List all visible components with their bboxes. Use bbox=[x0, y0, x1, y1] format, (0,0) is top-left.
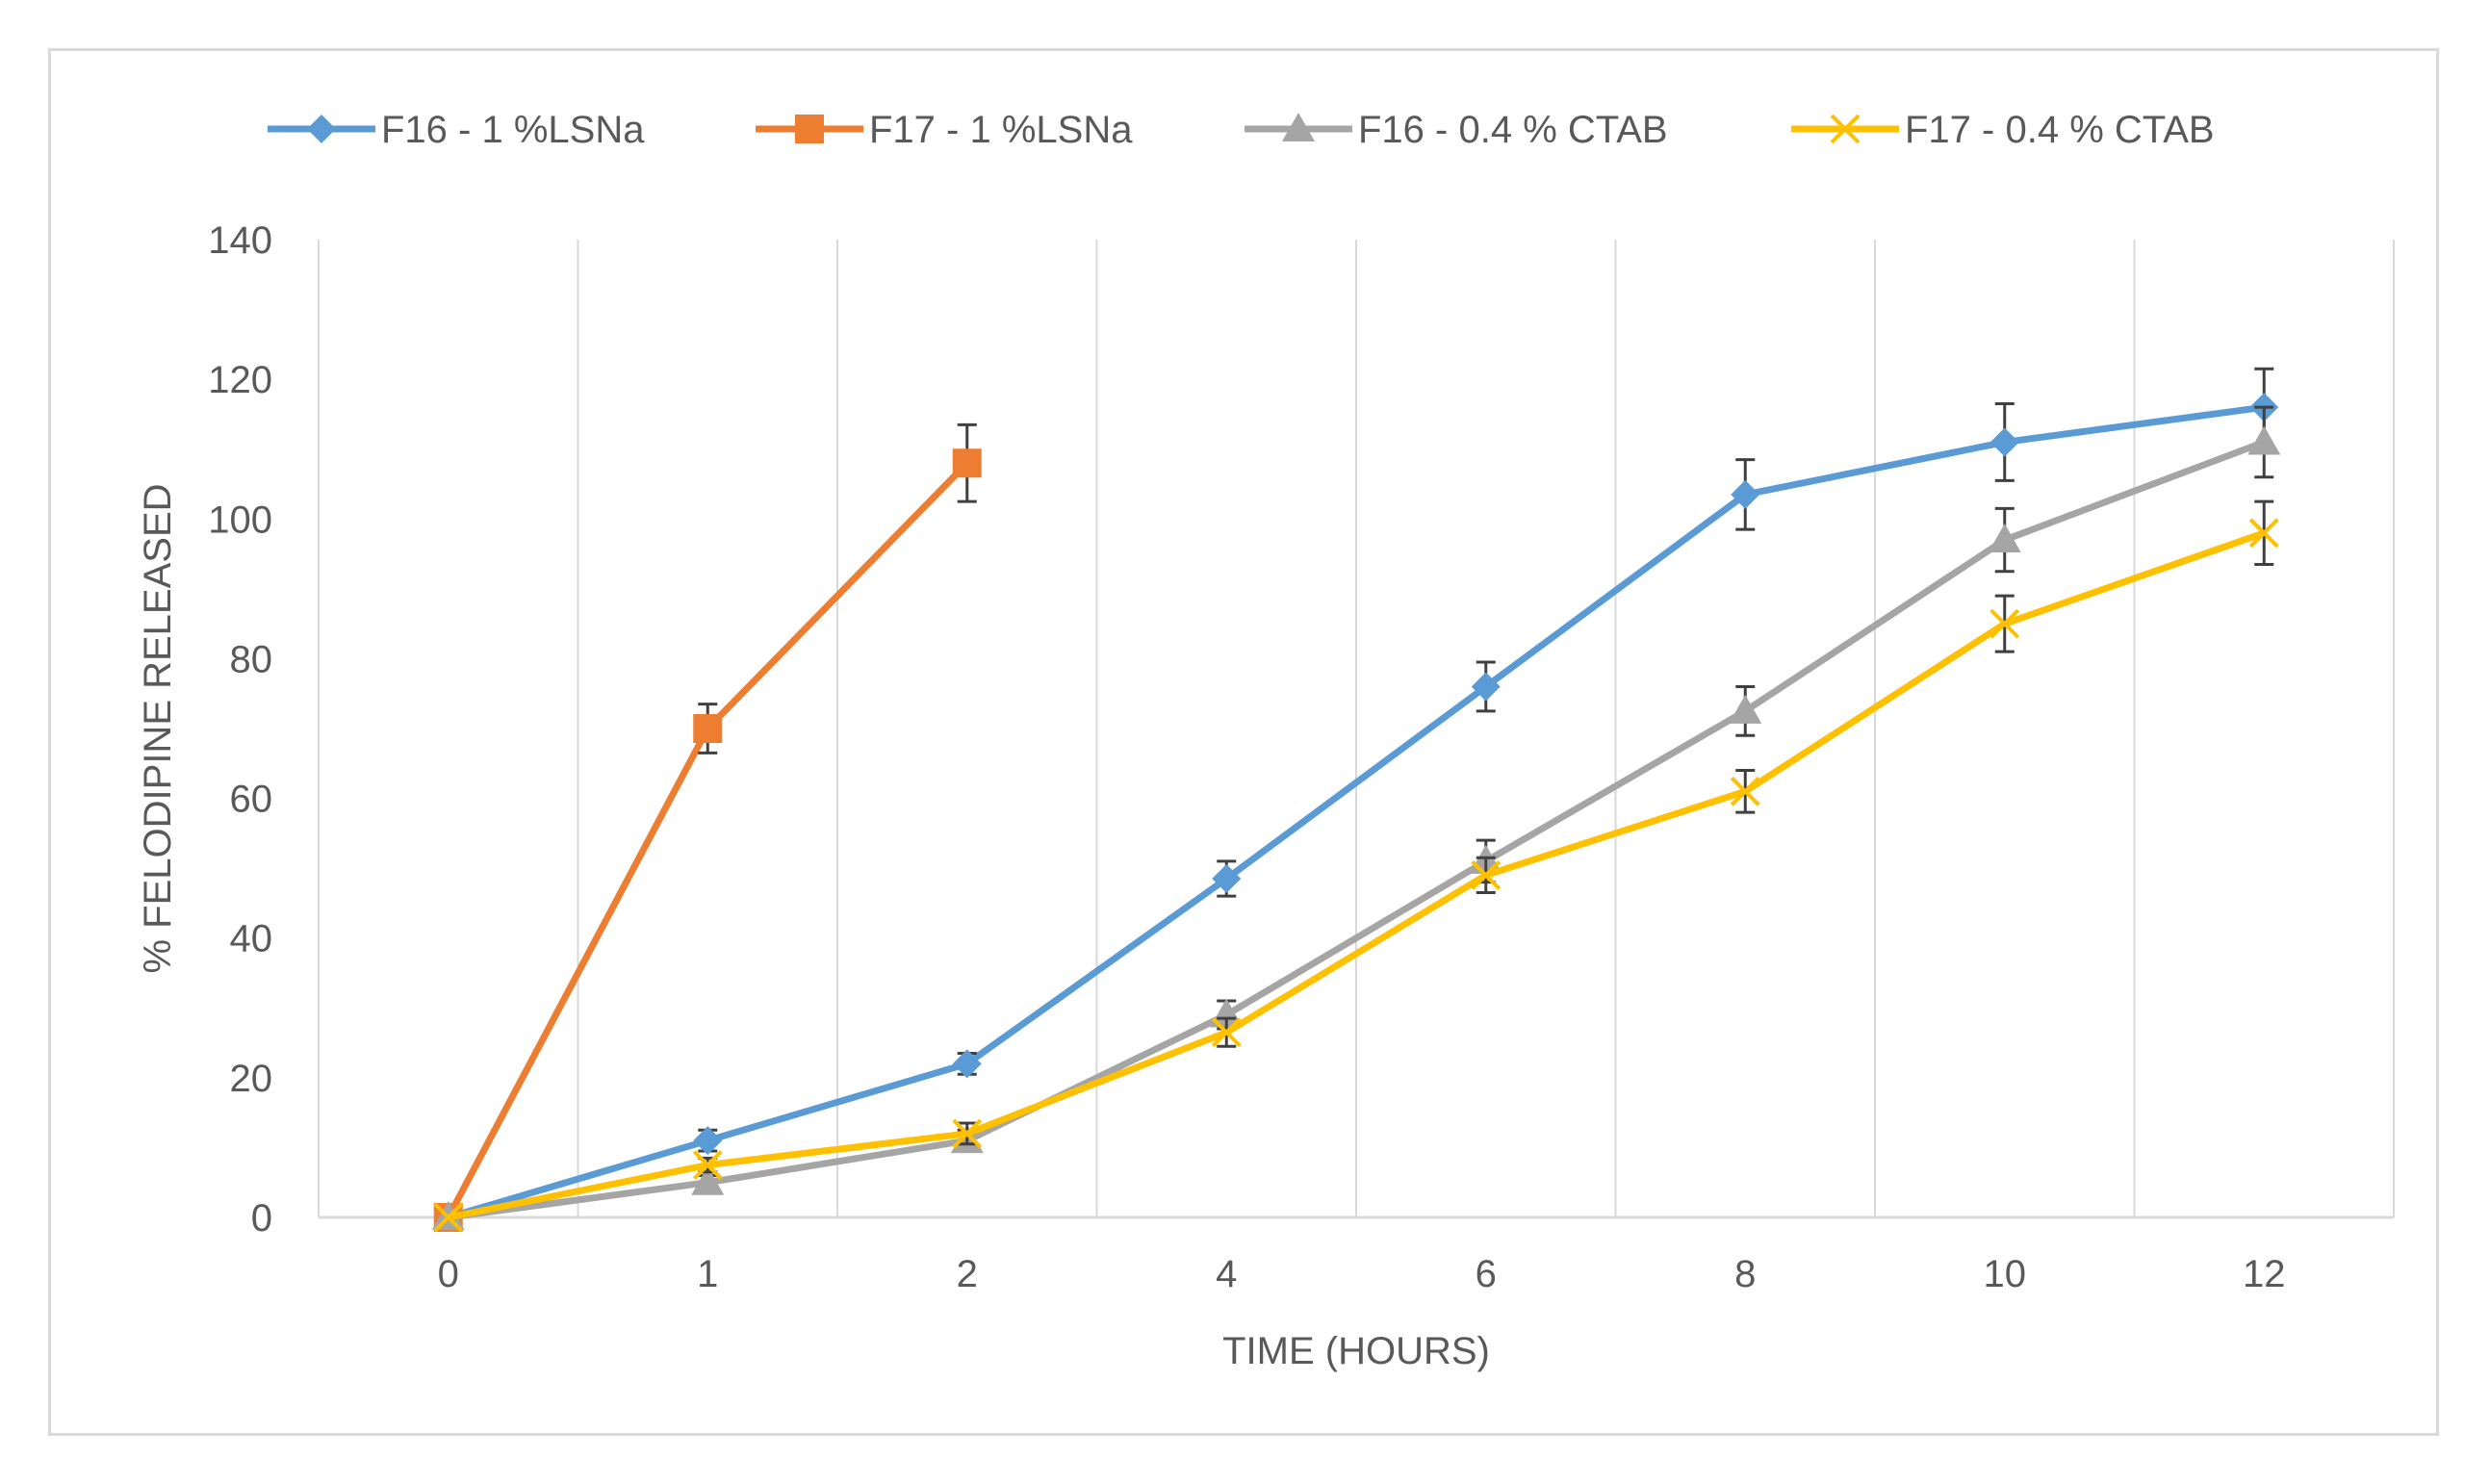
data-point-triangle bbox=[1988, 524, 2021, 553]
data-point-triangle bbox=[2247, 425, 2281, 455]
data-point-x-stroke bbox=[1471, 859, 1502, 890]
y-axis-title: % FELODIPINE RELEASED bbox=[137, 483, 179, 973]
series-2 bbox=[433, 422, 982, 1232]
y-tick-label: 100 bbox=[208, 499, 272, 541]
series-1 bbox=[433, 367, 2279, 1232]
data-point-x bbox=[433, 1202, 464, 1233]
data-point-x bbox=[1730, 776, 1760, 806]
y-tick-label: 40 bbox=[230, 918, 273, 960]
data-point-diamond bbox=[307, 115, 336, 143]
data-point-x bbox=[1211, 1017, 1242, 1048]
legend-item-1: F16 - 1 %LSNa bbox=[268, 109, 645, 151]
data-point-x-stroke bbox=[433, 1202, 464, 1233]
x-tick-label: 0 bbox=[438, 1253, 459, 1295]
series-line bbox=[448, 529, 2266, 1221]
legend-label: F16 - 0.4 % CTAB bbox=[1358, 109, 1668, 151]
data-point-x bbox=[692, 1150, 723, 1180]
x-tick-label: 12 bbox=[2243, 1253, 2286, 1295]
data-point-triangle bbox=[1210, 998, 1244, 1028]
x-tick-label: 10 bbox=[1984, 1253, 2027, 1295]
x-tick-label: 6 bbox=[1476, 1253, 1497, 1295]
series-line bbox=[447, 403, 2265, 1221]
series-4 bbox=[433, 499, 2279, 1233]
data-point-triangle bbox=[1282, 113, 1315, 141]
data-point-x bbox=[1830, 114, 1861, 144]
data-point-triangle bbox=[691, 1165, 725, 1195]
data-point-x-stroke bbox=[1730, 776, 1760, 806]
x-tick-label: 8 bbox=[1734, 1253, 1756, 1295]
data-point-x-stroke bbox=[1989, 608, 2020, 639]
grid-layer bbox=[318, 240, 2395, 1217]
series-line bbox=[448, 439, 2266, 1221]
legend-item-4: F17 - 0.4 % CTAB bbox=[1791, 109, 2215, 151]
data-point-x-stroke bbox=[1211, 1017, 1242, 1048]
series-layer bbox=[431, 367, 2281, 1233]
y-tick-label: 120 bbox=[208, 359, 272, 401]
series-line bbox=[445, 460, 970, 1219]
y-tick-label: 0 bbox=[251, 1197, 272, 1240]
chart-frame: 0 20 40 60 80 100 120 140 0 1 2 4 6 8 10 12 F16 - 1 %LS… bbox=[48, 48, 2439, 1436]
data-point-x bbox=[1471, 859, 1502, 890]
legend-item-2: F17 - 1 %LSNa bbox=[756, 109, 1133, 151]
legend: F16 - 1 %LSNa F17 - 1 %LSNa F16 - 0.4 % CT… bbox=[268, 109, 2215, 151]
data-point-x-stroke bbox=[2248, 518, 2279, 549]
data-point-square bbox=[693, 714, 723, 743]
data-point-x bbox=[2248, 518, 2279, 549]
y-tick-label: 20 bbox=[230, 1058, 273, 1100]
x-axis-title: TIME (HOURS) bbox=[1222, 1330, 1490, 1372]
data-point-x bbox=[1989, 608, 2020, 639]
x-tick-label: 4 bbox=[1216, 1253, 1237, 1295]
legend-label: F17 - 1 %LSNa bbox=[869, 109, 1133, 151]
data-point-x-stroke bbox=[1830, 114, 1861, 144]
data-point-diamond bbox=[1212, 864, 1242, 894]
x-tick-label: 1 bbox=[697, 1253, 718, 1295]
y-tick-label: 60 bbox=[230, 779, 273, 821]
data-point-square bbox=[952, 448, 982, 478]
legend-item-3: F16 - 0.4 % CTAB bbox=[1245, 109, 1668, 151]
data-point-x bbox=[952, 1118, 983, 1149]
data-point-diamond bbox=[693, 1126, 723, 1156]
data-point-diamond bbox=[1731, 479, 1760, 509]
data-point-diamond bbox=[1989, 427, 2019, 457]
data-point-x-stroke bbox=[952, 1118, 983, 1149]
data-point-diamond bbox=[952, 1049, 982, 1079]
legend-label: F16 - 1 %LSNa bbox=[381, 109, 645, 151]
y-tick-label: 80 bbox=[230, 638, 273, 680]
data-point-triangle bbox=[1729, 694, 1762, 724]
data-point-square bbox=[795, 115, 824, 143]
data-point-x-stroke bbox=[692, 1150, 723, 1180]
y-tick-label: 140 bbox=[208, 219, 272, 262]
data-point-diamond bbox=[1471, 672, 1501, 702]
x-tick-label: 2 bbox=[957, 1253, 978, 1295]
legend-label: F17 - 0.4 % CTAB bbox=[1905, 109, 2215, 151]
